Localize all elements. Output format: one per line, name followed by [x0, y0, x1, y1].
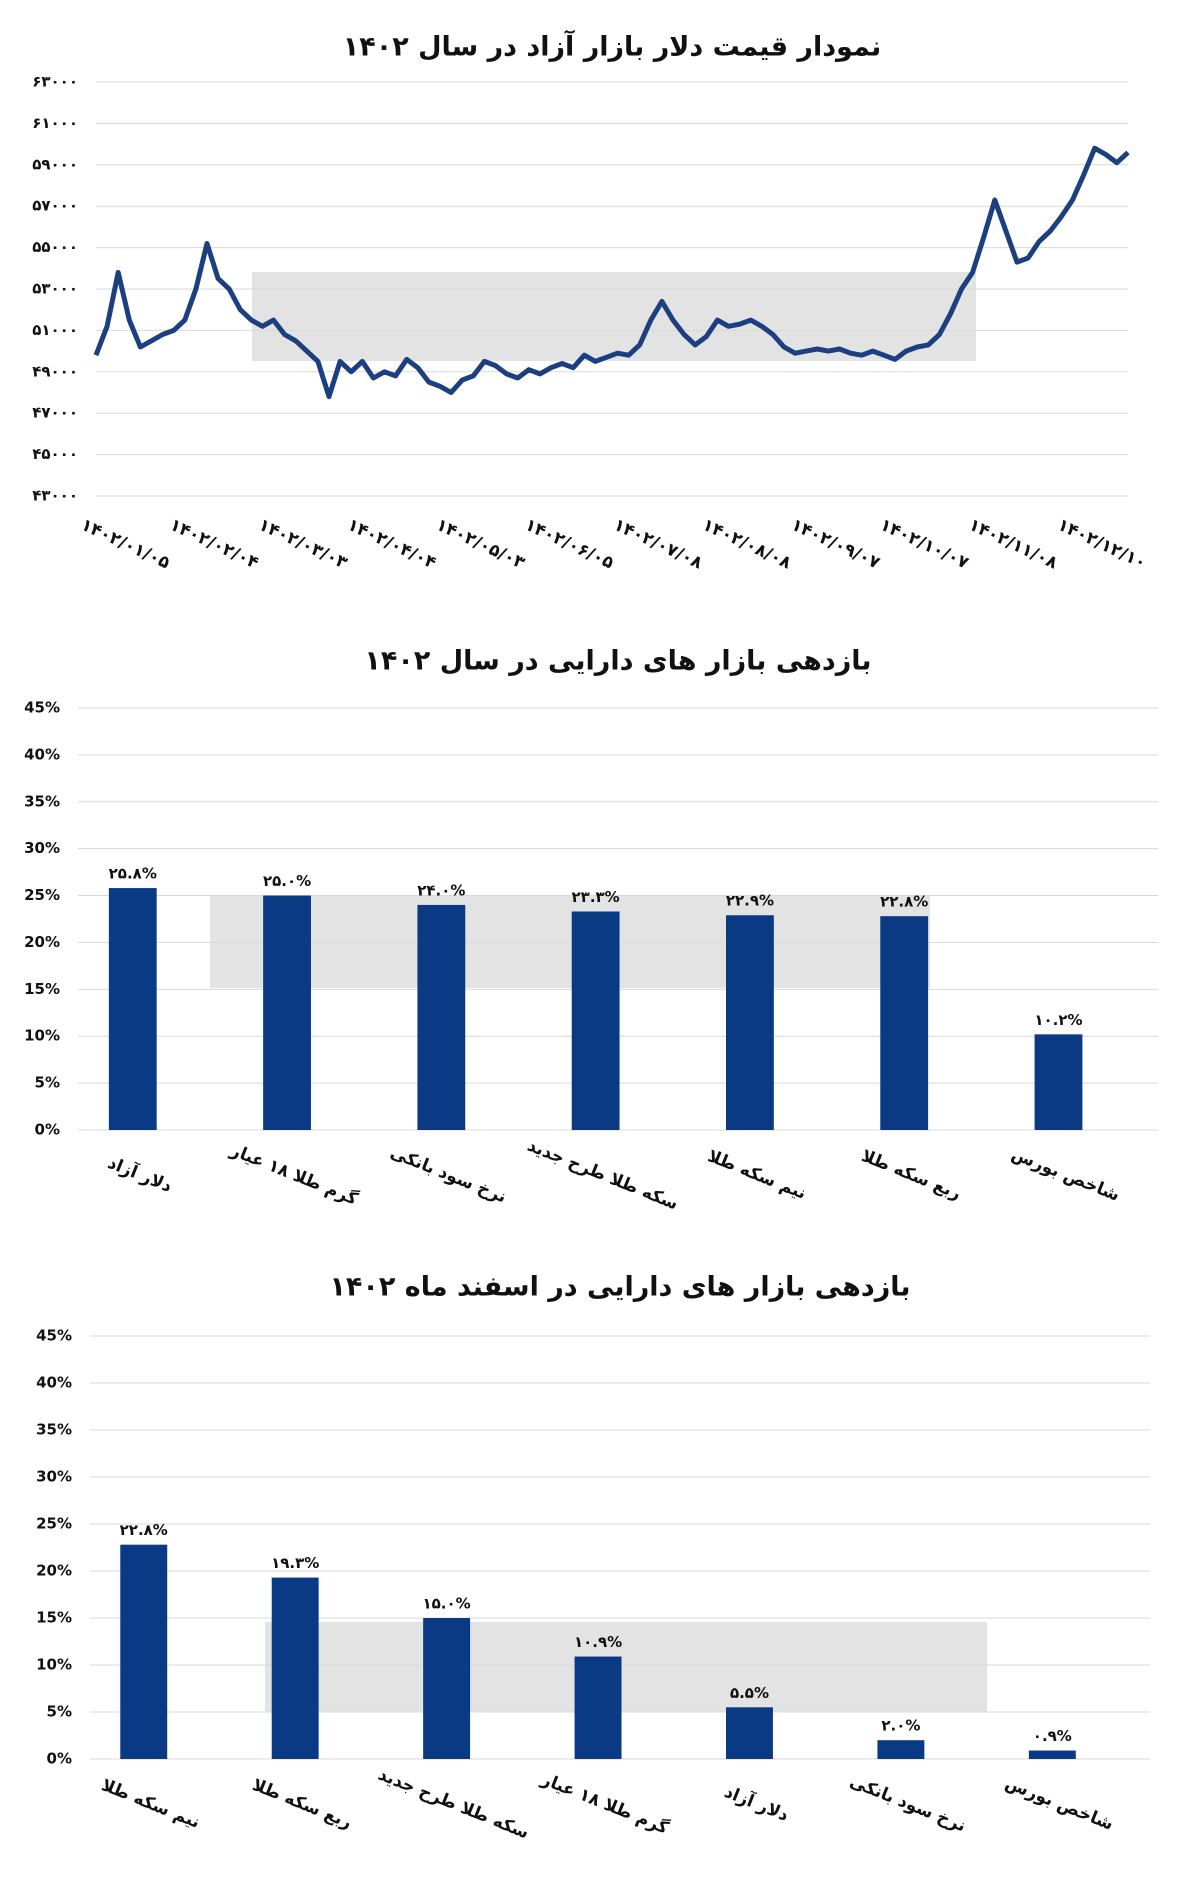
x-tick-label: ۱۴۰۲/۰۱/۰۵ — [78, 515, 173, 573]
y-tick-label: 25% — [24, 886, 60, 904]
x-tick-label: نرخ سود بانکی — [847, 1772, 969, 1837]
chart-title: بازدهی بازار های دارایی در سال ۱۴۰۲ — [364, 646, 871, 677]
x-tick-label: گرم طلا ۱۸ عیار — [538, 1768, 672, 1838]
chart-title: بازدهی بازار های دارایی در اسفند ماه ۱۴۰… — [329, 1272, 910, 1303]
x-tick-label: گرم طلا ۱۸ عیار — [227, 1139, 361, 1209]
bar — [574, 1656, 622, 1759]
value-label: ۲.۰% — [881, 1717, 920, 1735]
chart-title: نمودار قیمت دلار بازار آزاد در سال ۱۴۰۲ — [343, 30, 881, 63]
value-label: ۵.۵% — [730, 1684, 769, 1702]
y-tick-label: 5% — [47, 1703, 72, 1721]
value-label: ۲۴.۰% — [417, 881, 465, 899]
y-tick-label: 20% — [24, 933, 60, 951]
y-tick-label: 35% — [36, 1421, 72, 1439]
x-tick-label: ۱۴۰۲/۰۳/۰۳ — [255, 515, 351, 574]
x-tick-label: ۱۴۰۲/۱۰/۰۷ — [877, 515, 973, 574]
bar — [880, 916, 929, 1130]
x-tick-label: ۱۴۰۲/۰۸/۰۸ — [699, 515, 795, 574]
y-tick-label: 35% — [24, 792, 60, 810]
bar — [1034, 1034, 1083, 1130]
x-tick-label: ۱۴۰۲/۰۶/۰۵ — [522, 515, 617, 573]
y-tick-label: 10% — [24, 1027, 60, 1045]
y-tick-label: 15% — [24, 980, 60, 998]
x-tick-label: شاخص بورس — [1002, 1773, 1116, 1835]
bar — [571, 911, 620, 1130]
bar — [108, 888, 157, 1130]
y-tick-label: ۶۳۰۰۰ — [32, 73, 78, 91]
y-tick-label: 10% — [36, 1656, 72, 1674]
y-tick-label: ۵۳۰۰۰ — [32, 280, 78, 298]
x-tick-label: ربع سکه طلا — [249, 1775, 354, 1833]
x-tick-label: ربع سکه طلا — [859, 1146, 964, 1204]
value-label: ۲۵.۸% — [109, 865, 157, 883]
y-tick-label: 40% — [36, 1374, 72, 1392]
y-tick-label: ۵۷۰۰۰ — [32, 197, 78, 215]
x-tick-label: ۱۴۰۲/۰۷/۰۸ — [610, 515, 706, 574]
y-tick-label: 45% — [24, 699, 60, 717]
value-label: ۱۵.۰% — [423, 1595, 471, 1613]
x-tick-label: سکه طلا طرح جدید — [524, 1136, 680, 1215]
y-tick-label: 30% — [24, 839, 60, 857]
bar — [726, 915, 774, 1130]
value-label: ۲۲.۸% — [880, 893, 928, 911]
bar — [726, 1707, 773, 1759]
price-line — [93, 145, 1130, 400]
x-tick-label: شاخص بورس — [1008, 1144, 1122, 1206]
x-tick-label: ۱۴۰۲/۰۹/۰۷ — [788, 515, 884, 574]
y-tick-label: 0% — [35, 1121, 60, 1139]
y-tick-label: ۴۳۰۰۰ — [32, 487, 78, 505]
x-tick-label: دلار آزاد — [105, 1151, 176, 1197]
bar — [417, 904, 466, 1130]
y-tick-label: ۵۹۰۰۰ — [32, 155, 78, 173]
y-tick-label: 20% — [36, 1562, 72, 1580]
y-tick-label: 15% — [36, 1609, 72, 1627]
y-tick-label: 30% — [36, 1468, 72, 1486]
x-tick-label: ۱۴۰۲/۱۱/۰۸ — [966, 515, 1062, 574]
y-tick-label: 0% — [47, 1750, 72, 1768]
x-tick-label: نیم سکه طلا — [705, 1146, 809, 1204]
bar — [120, 1544, 168, 1759]
value-label: ۱۹.۳% — [271, 1554, 319, 1572]
watermark — [252, 272, 976, 361]
watermark — [265, 1622, 987, 1712]
x-tick-label: ۱۴۰۲/۱۲/۱۰ — [1054, 515, 1149, 573]
value-label: ۰.۹% — [1033, 1727, 1072, 1745]
x-tick-label: ۱۴۰۲/۰۴/۰۴ — [344, 515, 439, 573]
value-label: ۲۵.۰% — [263, 872, 311, 890]
y-tick-label: 40% — [24, 745, 60, 763]
bar — [263, 895, 311, 1130]
y-tick-label: 5% — [35, 1074, 60, 1092]
value-label: ۲۳.۳% — [572, 888, 620, 906]
x-tick-label: ۱۴۰۲/۰۲/۰۴ — [167, 515, 262, 573]
bar — [1028, 1750, 1076, 1759]
bar — [877, 1740, 925, 1759]
x-tick-label: نیم سکه طلا — [98, 1775, 202, 1833]
y-tick-label: ۵۵۰۰۰ — [32, 238, 78, 256]
y-tick-label: ۵۱۰۰۰ — [32, 321, 78, 339]
value-label: ۲۲.۸% — [120, 1521, 168, 1539]
y-tick-label: ۴۹۰۰۰ — [32, 362, 78, 380]
x-tick-label: نرخ سود بانکی — [387, 1143, 509, 1208]
x-tick-label: سکه طلا طرح جدید — [375, 1765, 531, 1844]
value-label: ۱۰.۲% — [1034, 1011, 1082, 1029]
x-tick-label: دلار آزاد — [721, 1780, 792, 1826]
y-tick-label: 25% — [36, 1515, 72, 1533]
y-tick-label: ۶۱۰۰۰ — [32, 114, 78, 132]
bar — [271, 1577, 319, 1759]
value-label: ۲۲.۹% — [726, 892, 774, 910]
y-tick-label: ۴۵۰۰۰ — [32, 445, 78, 463]
value-label: ۱۰.۹% — [574, 1633, 622, 1651]
y-tick-label: 45% — [36, 1327, 72, 1345]
y-tick-label: ۴۷۰۰۰ — [32, 404, 78, 422]
x-tick-label: ۱۴۰۲/۰۵/۰۳ — [433, 515, 529, 574]
bar — [423, 1618, 471, 1759]
